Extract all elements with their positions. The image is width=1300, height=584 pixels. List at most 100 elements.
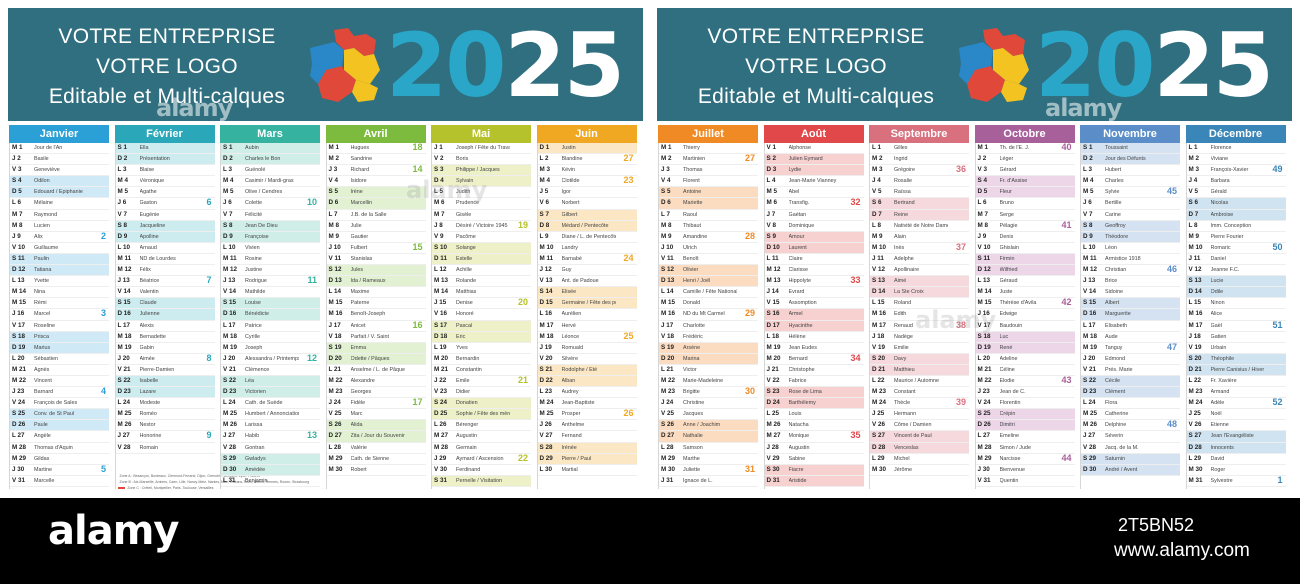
- day-row: S 27 Vincent de Paul: [870, 431, 969, 443]
- year-digits-2: 25: [1153, 14, 1273, 117]
- saint-name: Donatien: [456, 400, 478, 407]
- saint-name: Alessandra / Printemps: [245, 355, 299, 362]
- day-label: J 27: [223, 432, 236, 440]
- day-row: S 14 Elisée: [537, 287, 637, 299]
- day-row: L 8 Nativité de Notre Dame: [870, 221, 969, 232]
- saint-name: Adèle: [1210, 400, 1225, 407]
- day-label: S 1: [1083, 144, 1093, 151]
- saint-name: Denise: [456, 300, 473, 307]
- day-label: S 26: [661, 421, 674, 429]
- saint-name: Marie-Madeleine: [683, 377, 724, 384]
- saint-name: Monique: [788, 433, 810, 440]
- day-row: S 20 Théophile: [1186, 353, 1286, 365]
- day-label: M 17: [872, 321, 886, 329]
- day-label: M 12: [1083, 266, 1097, 274]
- day-label: D 2: [117, 155, 128, 163]
- saint-name: Aubin: [245, 145, 259, 151]
- day-label: J 12: [539, 266, 552, 274]
- day-row: L 29 Michel: [870, 454, 969, 465]
- day-row: J 28 Augustin: [764, 443, 864, 454]
- saint-name: Ella: [139, 145, 149, 151]
- day-label: J 8: [434, 221, 443, 229]
- day-row: L 18 Hélène: [764, 332, 864, 343]
- saint-name: Théophile: [1210, 355, 1235, 362]
- saint-name: Hyacinthe: [788, 322, 813, 329]
- saint-name: Mariette: [683, 200, 703, 207]
- saint-name: Alban: [561, 377, 576, 384]
- day-label: S 11: [977, 254, 991, 262]
- saint-name: Angèle: [34, 433, 51, 440]
- saint-name: Rosalie: [894, 178, 912, 185]
- saint-name: Florence: [1210, 145, 1232, 151]
- day-row: M 20 Bernard 34: [764, 354, 864, 365]
- saint-name: François de Sales: [34, 400, 78, 407]
- week-number: 30: [744, 387, 755, 397]
- day-row: S 17 Pascal: [432, 320, 531, 332]
- day-label: M 18: [539, 332, 554, 340]
- saint-name: Firmin: [999, 255, 1015, 262]
- day-label: L 6: [977, 199, 987, 207]
- day-row: M 23 Constant: [870, 387, 969, 399]
- saint-name: Jacqueline: [139, 222, 166, 229]
- legend-swatch: [117, 487, 126, 489]
- saint-name: Agnès: [34, 366, 50, 373]
- day-label: M 8: [328, 221, 340, 229]
- day-label: S 15: [223, 299, 236, 307]
- saint-name: Côme / Damien: [894, 422, 932, 429]
- day-label: M 22: [977, 376, 992, 384]
- day-row: M 2 Ingrid: [870, 154, 969, 166]
- saint-name: Ferdinand: [456, 466, 481, 473]
- day-label: V 7: [223, 210, 233, 218]
- day-row: D 31 Aristide: [764, 475, 864, 487]
- saint-name: Gaétan: [788, 211, 807, 218]
- day-row: L 3 Guénolé: [221, 165, 320, 177]
- saint-name: Fidèle: [350, 400, 366, 407]
- month-header: Novembre: [1080, 125, 1180, 143]
- day-label: J 20: [223, 354, 236, 362]
- day-row: S 1 Ella: [115, 143, 215, 155]
- month-header: Octobre: [974, 125, 1075, 143]
- day-label: M 11: [223, 254, 237, 262]
- day-label: D 15: [539, 299, 553, 307]
- day-row: M 30 Juliette 31: [659, 465, 758, 476]
- day-row: J 16 Marcel 3: [10, 309, 109, 321]
- day-label: D 2: [223, 155, 233, 163]
- day-label: L 24: [117, 399, 131, 407]
- day-label: J 7: [766, 210, 776, 218]
- day-row: L 1 Florence: [1186, 143, 1286, 155]
- day-label: M 1: [328, 144, 340, 151]
- day-row: J 6 Bertille: [1081, 198, 1180, 210]
- day-label: J 21: [766, 365, 779, 373]
- day-row: J 9 Alix 2: [10, 232, 109, 243]
- day-label: V 21: [117, 365, 131, 373]
- day-row: M 13 Rolande: [432, 276, 531, 288]
- saint-name: Jour de l'An: [34, 145, 63, 151]
- saint-name: Lucien: [34, 222, 50, 229]
- day-label: D 21: [872, 365, 886, 373]
- day-list: S 1 Aubin D 2 Charles le Bon L 3 Guénolé M 4 Ca…: [220, 143, 320, 489]
- day-row: M 20 Bernardin: [432, 354, 531, 365]
- day-label: J 16: [977, 310, 990, 318]
- saint-name: Jeanne F.C.: [1210, 267, 1240, 274]
- day-label: M 27: [766, 432, 781, 440]
- day-row: D 11 Estelle: [432, 253, 531, 266]
- day-row: M 15 Paterne: [326, 298, 426, 310]
- day-label: J 6: [1083, 199, 1092, 207]
- day-row: L 17 Patrice: [221, 321, 320, 332]
- day-row: D 30 Amédée: [221, 464, 320, 476]
- saint-name: Nicolas: [1210, 200, 1229, 207]
- saint-name: Désiré / Victoire 1945: [456, 222, 508, 229]
- day-row: S 8 Geoffroy: [1081, 220, 1180, 232]
- day-row: V 31 Marcelle: [10, 476, 109, 487]
- saint-name: Raïssa: [894, 189, 911, 196]
- saint-name: Blaise: [139, 167, 155, 174]
- day-label: D 20: [661, 354, 675, 362]
- day-row: V 27 Fernand: [537, 431, 637, 443]
- day-row: D 2 Charles le Bon: [221, 154, 320, 166]
- saint-name: Thomas d'Aquin: [34, 444, 73, 451]
- day-label: L 18: [766, 332, 780, 340]
- day-row: M 11 ND de Lourdes: [115, 254, 215, 266]
- day-row: J 17 Anicet 16: [326, 321, 426, 332]
- saint-name: Simon / Jude: [999, 444, 1031, 451]
- saint-name: Bérenger: [456, 422, 479, 429]
